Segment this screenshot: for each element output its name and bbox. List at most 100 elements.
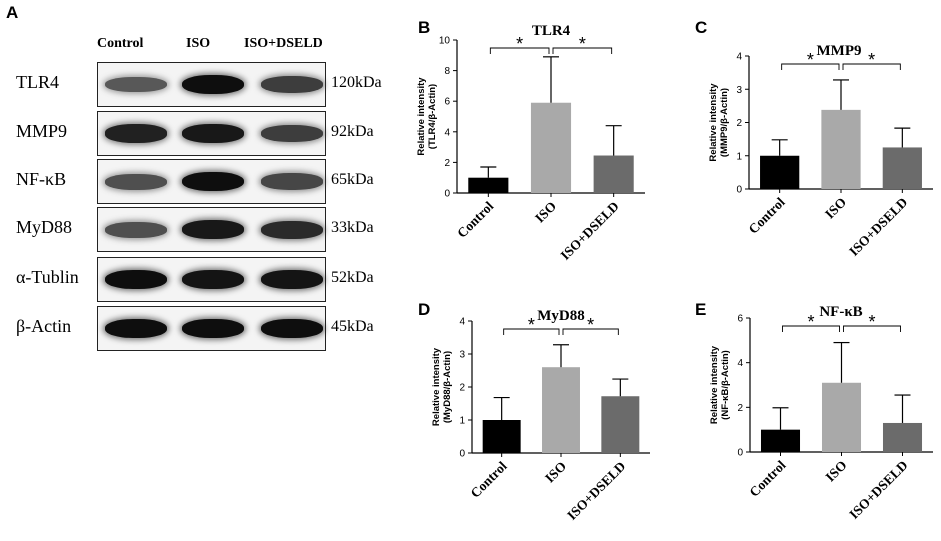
blot-strip <box>97 207 326 252</box>
blot-strip <box>97 159 326 204</box>
blot-column-label: ISO <box>186 36 211 51</box>
y-tick-label: 2 <box>736 118 742 129</box>
protein-label: MyD88 <box>16 217 73 237</box>
panel-letter-a: A <box>6 3 19 22</box>
blot-strip <box>97 111 326 156</box>
blot-band <box>261 220 323 239</box>
significance-bracket <box>503 328 560 335</box>
y-tick-label: 4 <box>736 52 742 63</box>
bar <box>882 147 922 189</box>
x-tick-label: Control <box>454 198 496 240</box>
x-tick-label: Control <box>746 457 788 499</box>
protein-label: TLR4 <box>16 72 59 92</box>
y-axis-label: Relative intensity <box>708 83 719 162</box>
panel-letter: C <box>695 18 707 37</box>
blot-band <box>105 76 167 93</box>
blot-band <box>261 269 323 290</box>
significance-marker: * <box>807 312 814 332</box>
x-tick-label: ISO+DSELD <box>846 194 911 259</box>
blot-band <box>261 76 323 93</box>
bar <box>821 382 862 452</box>
blot-band <box>261 173 323 190</box>
y-tick-label: 4 <box>459 317 465 328</box>
molecular-weight-label: 45kDa <box>331 318 374 335</box>
y-axis-label: Relative intensity <box>709 345 720 424</box>
molecular-weight-label: 33kDa <box>331 219 374 236</box>
protein-label: MMP9 <box>16 121 68 141</box>
chart-title: MMP9 <box>817 43 862 59</box>
blot-strip <box>97 62 326 107</box>
bar <box>760 155 800 189</box>
blot-band <box>105 269 167 290</box>
bar <box>882 422 923 452</box>
bar <box>821 109 861 189</box>
blot-band <box>105 318 167 339</box>
blot-band <box>182 74 244 95</box>
blot-band <box>105 124 167 143</box>
blot-band <box>261 318 323 339</box>
y-axis-label: (TLR4/β-Actin) <box>427 84 438 149</box>
significance-bracket <box>843 325 901 332</box>
western-blot-panel: A Control ISO ISO+DSELD TLR4 120kDa MMP9 92kD… <box>0 0 400 541</box>
significance-bracket <box>552 47 613 54</box>
y-axis-label: (MMP9/β-Actin) <box>719 88 730 157</box>
panel-letter: B <box>418 18 430 37</box>
protein-label: α-Tublin <box>16 267 79 287</box>
significance-bracket <box>842 63 901 70</box>
bar <box>468 177 509 193</box>
x-tick-label: ISO <box>532 199 559 226</box>
x-tick-label: ISO+DSELD <box>846 457 911 522</box>
significance-marker: * <box>528 315 535 335</box>
blot-band <box>182 124 244 143</box>
x-tick-label: ISO+DSELD <box>564 458 629 523</box>
y-tick-label: 1 <box>459 416 465 427</box>
bar <box>530 102 572 193</box>
y-tick-label: 0 <box>736 185 742 196</box>
y-tick-label: 2 <box>737 403 743 414</box>
significance-marker: * <box>579 34 586 54</box>
protein-label: NF-κB <box>16 169 67 189</box>
panel-letter: D <box>418 300 430 319</box>
significance-marker: * <box>587 315 594 335</box>
y-tick-label: 10 <box>439 36 451 47</box>
y-tick-label: 0 <box>459 449 465 460</box>
blot-strip <box>97 257 326 302</box>
significance-marker: * <box>516 34 523 54</box>
panel-letter: E <box>695 300 706 319</box>
y-tick-label: 6 <box>737 314 743 325</box>
y-tick-label: 1 <box>736 151 742 162</box>
y-axis-label: Relative intensity <box>416 77 427 156</box>
y-tick-label: 4 <box>444 127 450 138</box>
blot-column-label: ISO+DSELD <box>244 36 323 51</box>
significance-bracket <box>489 47 550 54</box>
blot-band <box>105 173 167 190</box>
y-axis-label: Relative intensity <box>431 347 442 426</box>
protein-label: β-Actin <box>16 316 72 336</box>
x-tick-label: Control <box>468 458 510 500</box>
significance-bracket <box>562 328 619 335</box>
bar <box>542 367 580 453</box>
y-axis-label: (MyD88/β-Actin) <box>442 351 453 423</box>
x-tick-label: ISO+DSELD <box>557 198 622 263</box>
molecular-weight-label: 120kDa <box>331 74 382 91</box>
y-tick-label: 3 <box>459 350 465 361</box>
y-tick-label: 2 <box>459 383 465 394</box>
x-tick-label: ISO <box>822 195 849 222</box>
y-tick-label: 0 <box>444 189 450 200</box>
y-tick-label: 3 <box>736 85 742 96</box>
blot-band <box>105 221 167 238</box>
x-tick-label: ISO <box>542 459 569 486</box>
significance-bracket <box>782 325 840 332</box>
blot-column-label: Control <box>97 36 144 51</box>
molecular-weight-label: 52kDa <box>331 269 374 286</box>
x-tick-label: ISO <box>823 458 850 485</box>
y-tick-label: 6 <box>444 97 450 108</box>
bar <box>482 420 521 453</box>
chart-title: TLR4 <box>532 23 571 39</box>
chart-title: MyD88 <box>537 308 585 324</box>
blot-strip <box>97 306 326 351</box>
bar <box>760 429 801 452</box>
blot-band <box>182 318 244 339</box>
chart-title: NF-κB <box>819 304 862 320</box>
